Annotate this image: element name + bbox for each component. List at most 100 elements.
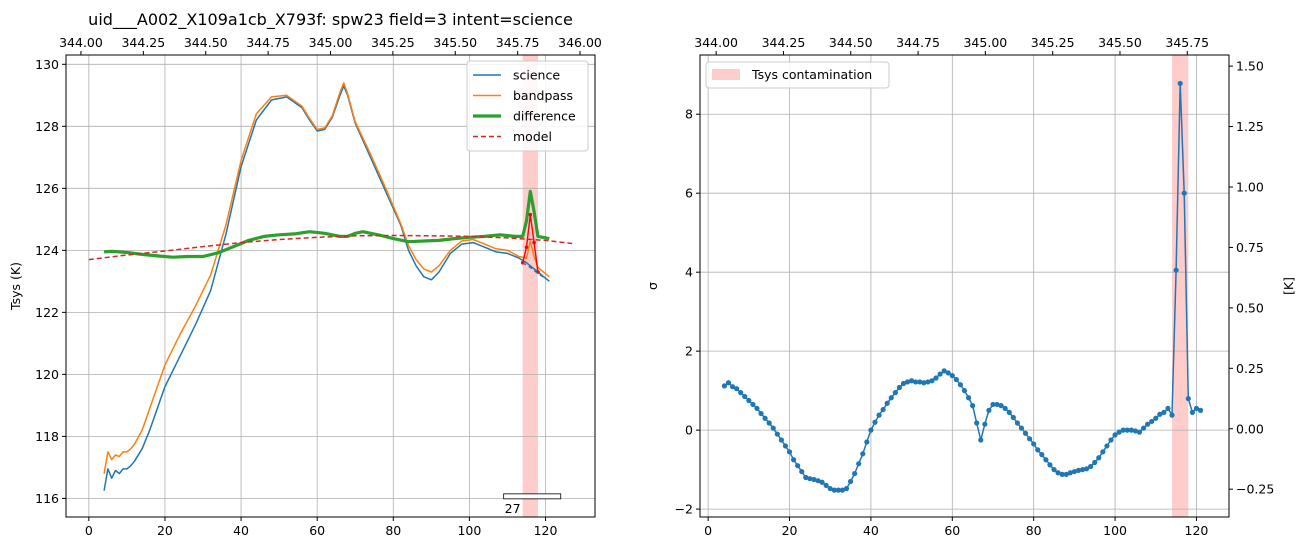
data-point <box>782 443 789 449</box>
y-tick-label: 126 <box>35 181 59 196</box>
data-point <box>1079 467 1086 473</box>
data-point <box>1193 405 1200 412</box>
data-point <box>835 487 841 493</box>
y-tick-label: 4 <box>685 265 693 280</box>
data-point <box>933 375 939 381</box>
x-tick-label: 0 <box>85 523 93 538</box>
legend-label: difference <box>513 109 576 124</box>
data-point <box>1014 420 1021 426</box>
legend-box <box>705 61 890 89</box>
data-point <box>1120 427 1126 433</box>
data-point <box>847 478 854 485</box>
x-tick-label: 40 <box>233 523 249 538</box>
data-point <box>1083 466 1090 472</box>
data-point <box>1075 467 1082 474</box>
data-point <box>904 379 911 385</box>
data-point <box>852 470 858 477</box>
y-tick-label: 122 <box>35 305 59 320</box>
data-point <box>795 463 801 469</box>
flagged-point <box>524 245 529 250</box>
data-point <box>827 485 833 492</box>
data-point <box>965 395 972 401</box>
data-point <box>888 395 894 401</box>
data-point <box>831 487 837 493</box>
data-point <box>929 378 935 384</box>
series-line-science <box>103 85 550 491</box>
y-tick-label: 116 <box>35 491 59 506</box>
data-point <box>876 412 882 418</box>
data-point <box>815 478 821 484</box>
data-point <box>937 371 943 377</box>
data-point <box>1173 267 1179 273</box>
top-tick-label: 345.00 <box>963 35 1007 50</box>
data-point <box>917 379 923 385</box>
data-point <box>1006 409 1012 415</box>
data-point <box>900 380 907 387</box>
top-tick-label: 344.25 <box>121 35 165 50</box>
flagged-point <box>528 212 533 217</box>
y-tick-label: 0 <box>685 423 693 438</box>
y-tick-label: 8 <box>685 107 693 122</box>
right-axis-label: [K] <box>1281 277 1296 295</box>
top-tick-label: 346.00 <box>558 35 602 50</box>
data-point <box>742 393 748 400</box>
data-point <box>1132 428 1139 434</box>
data-point <box>953 376 959 383</box>
data-point <box>1031 441 1037 447</box>
data-point <box>1022 430 1029 436</box>
data-point <box>734 386 740 392</box>
data-point <box>974 420 980 426</box>
right-tick-label: 1.50 <box>1236 59 1264 74</box>
data-point <box>774 431 780 437</box>
data-point <box>1002 405 1008 412</box>
data-point <box>1071 468 1077 475</box>
right-tick-label: 0.50 <box>1236 300 1264 315</box>
y-axis-label: Tsys (K) <box>8 262 23 311</box>
data-point <box>1189 409 1195 415</box>
data-point <box>868 427 874 433</box>
x-tick-label: 120 <box>534 523 558 538</box>
right-tick-label: 0.25 <box>1236 361 1264 376</box>
data-point <box>945 370 951 376</box>
series-line-bandpass <box>103 82 550 474</box>
x-tick-label: 80 <box>1026 523 1042 538</box>
annotation-bar <box>503 493 562 500</box>
x-tick-label: 60 <box>309 523 325 538</box>
data-point <box>1153 415 1159 421</box>
top-tick-label: 345.50 <box>433 35 477 50</box>
data-point <box>970 403 976 409</box>
data-point <box>872 419 878 425</box>
data-point <box>1043 457 1049 463</box>
data-point <box>1104 443 1110 449</box>
data-point <box>913 379 919 385</box>
data-point <box>921 380 927 386</box>
data-point <box>1047 462 1053 468</box>
data-point <box>978 437 984 443</box>
legend-label: bandpass <box>513 88 573 103</box>
x-tick-label: 20 <box>782 523 798 538</box>
data-point <box>1010 414 1016 421</box>
data-point <box>823 482 829 489</box>
data-point <box>1100 449 1106 455</box>
data-point <box>1157 411 1163 417</box>
right-tick-label: −0.25 <box>1236 482 1274 497</box>
data-point <box>961 388 968 394</box>
plot-area <box>700 55 1229 517</box>
data-point <box>1051 467 1057 473</box>
x-tick-label: 100 <box>1103 523 1127 538</box>
data-point <box>746 397 752 404</box>
flagged-overlay-line <box>522 262 546 279</box>
y-tick-label: 120 <box>35 367 59 382</box>
data-point <box>729 384 736 390</box>
x-tick-label: 100 <box>457 523 481 538</box>
data-point <box>738 390 744 396</box>
data-point <box>1055 470 1061 476</box>
legend-box <box>466 60 589 152</box>
data-point <box>811 476 817 483</box>
data-point <box>982 421 988 427</box>
data-point <box>1149 418 1155 425</box>
data-point <box>778 437 784 443</box>
data-point <box>1136 429 1143 435</box>
left-chart: 0 20 40 60 80 100 1201161181201221241261281303… <box>8 10 602 538</box>
data-point <box>986 407 992 413</box>
